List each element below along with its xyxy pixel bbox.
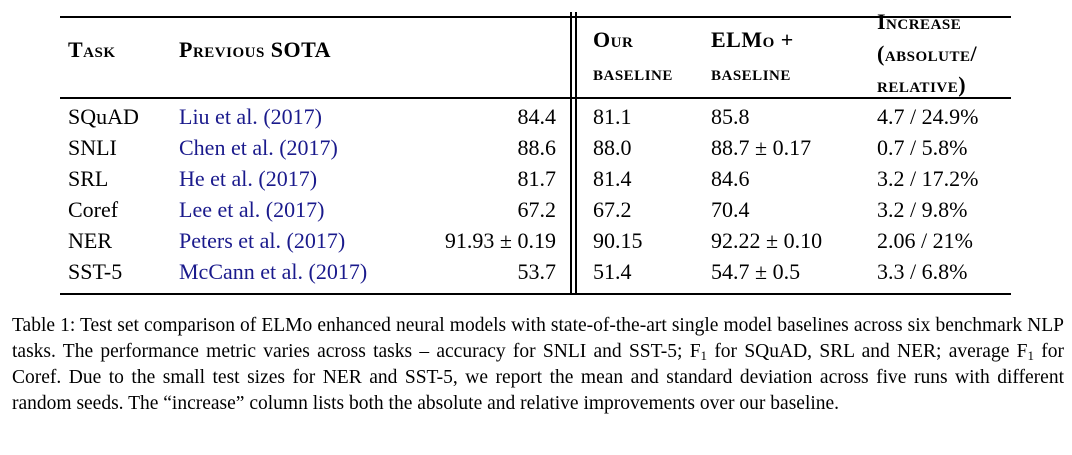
citation-link[interactable]: Chen et al. (2017)	[179, 135, 338, 160]
our-baseline-score: 67.2	[593, 197, 632, 222]
increase-value: 3.2 / 9.8%	[877, 197, 968, 222]
header-previous-sota: Previous SOTA	[179, 37, 332, 62]
our-baseline-score: 81.4	[593, 166, 632, 191]
citation-year[interactable]: 2017	[286, 135, 331, 160]
our-baseline-score: 90.15	[593, 228, 643, 253]
citation-author: Liu et al.	[179, 104, 258, 129]
previous-sota-score: 53.7	[517, 259, 557, 284]
task-name: Coref	[68, 197, 119, 222]
citation-author: McCann et al.	[179, 259, 304, 284]
header-elmo-baseline-line1: ELMo +	[711, 27, 794, 52]
increase-value: 3.2 / 17.2%	[877, 166, 979, 191]
citation-link[interactable]: Lee et al. (2017)	[179, 197, 325, 222]
task-name: SQuAD	[68, 104, 139, 129]
previous-sota-score: 88.6	[517, 135, 557, 160]
citation-year[interactable]: 2017	[315, 259, 360, 284]
citation-year[interactable]: 2017	[293, 228, 338, 253]
previous-sota-score: 84.4	[517, 104, 557, 129]
citation-link[interactable]: Liu et al. (2017)	[179, 104, 322, 129]
table-caption: Table 1: Test set comparison of ELMo enh…	[12, 315, 1064, 414]
previous-sota-score: 81.7	[517, 166, 557, 191]
header-our-baseline-line1: Our	[593, 27, 634, 52]
citation-author: He et al.	[179, 166, 253, 191]
our-baseline-score: 88.0	[593, 135, 632, 160]
elmo-baseline-score: 88.7 ± 0.17	[711, 135, 812, 160]
citation-link[interactable]: McCann et al. (2017)	[179, 259, 368, 284]
task-name: SRL	[68, 166, 109, 191]
header-increase-line2: (absolute/	[877, 41, 978, 66]
task-name: NER	[68, 228, 112, 253]
header-rule	[60, 97, 1011, 99]
citation-author: Peters et al.	[179, 228, 282, 253]
top-rule	[60, 16, 1011, 18]
increase-value: 4.7 / 24.9%	[877, 104, 979, 129]
header-elmo-baseline-line2: baseline	[711, 60, 791, 85]
task-name: SST-5	[68, 259, 123, 284]
citation-year[interactable]: 2017	[265, 166, 310, 191]
citation-year[interactable]: 2017	[273, 197, 318, 222]
double-vertical-rule-right	[575, 12, 577, 294]
increase-value: 2.06 / 21%	[877, 228, 973, 253]
double-vertical-rule-left	[570, 12, 572, 294]
elmo-baseline-score: 84.6	[711, 166, 750, 191]
our-baseline-score: 81.1	[593, 104, 632, 129]
header-increase-line3: relative)	[877, 72, 967, 97]
task-name: SNLI	[68, 135, 117, 160]
increase-value: 3.3 / 6.8%	[877, 259, 968, 284]
citation-year[interactable]: 2017	[270, 104, 315, 129]
header-task: Task	[68, 37, 116, 62]
previous-sota-score: 67.2	[517, 197, 557, 222]
citation-author: Chen et al.	[179, 135, 274, 160]
citation-author: Lee et al.	[179, 197, 261, 222]
header-increase-line1: Increase	[877, 9, 962, 34]
previous-sota-score: 91.93 ± 0.19	[444, 228, 556, 253]
our-baseline-score: 51.4	[593, 259, 632, 284]
elmo-baseline-score: 85.8	[711, 104, 750, 129]
citation-link[interactable]: He et al. (2017)	[179, 166, 318, 191]
elmo-baseline-score: 70.4	[711, 197, 750, 222]
header-our-baseline-line2: baseline	[593, 60, 673, 85]
bottom-rule	[60, 293, 1011, 295]
citation-link[interactable]: Peters et al. (2017)	[179, 228, 346, 253]
elmo-baseline-score: 54.7 ± 0.5	[711, 259, 801, 284]
elmo-baseline-score: 92.22 ± 0.10	[711, 228, 823, 253]
increase-value: 0.7 / 5.8%	[877, 135, 968, 160]
